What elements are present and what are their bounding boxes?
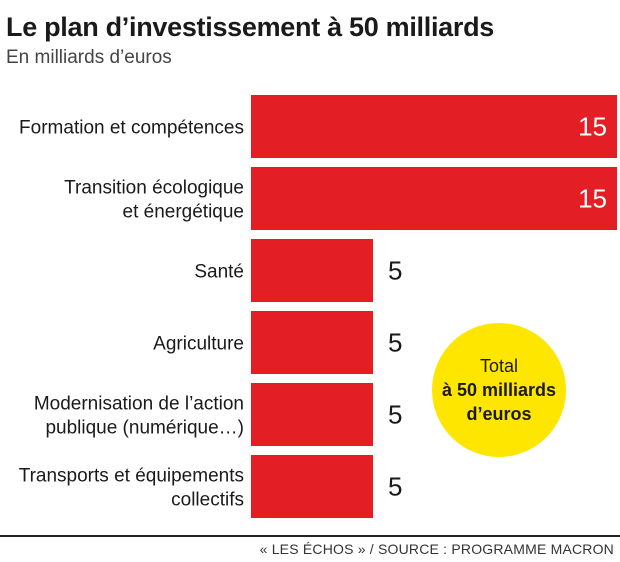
category-label-6: Transports et équipements collectifs [19, 466, 244, 511]
value-label-1: 15 [578, 112, 607, 142]
footer-rule [0, 535, 620, 537]
bar-4 [251, 311, 373, 374]
category-label-5: Modernisation de l’action publique (numér… [34, 394, 244, 439]
value-label-4: 5 [388, 328, 402, 358]
total-bubble: Total à 50 milliards d’euros [432, 323, 566, 457]
value-label-6: 5 [388, 472, 402, 502]
value-label-2: 15 [578, 184, 607, 214]
chart-subtitle: En milliards d’euros [6, 47, 172, 68]
total-line-3: d’euros [466, 404, 532, 424]
chart-title: Le plan d’investissement à 50 milliards [6, 12, 494, 42]
total-line-2: à 50 milliards [441, 380, 557, 400]
total-line-1: Total [479, 356, 519, 376]
value-label-5: 5 [388, 400, 402, 430]
category-label-3: Santé [194, 262, 244, 283]
bar-3 [251, 239, 373, 302]
bar-6 [251, 455, 373, 518]
category-label-4: Agriculture [153, 334, 244, 355]
category-label-2: Transition écologique et énergétique [64, 178, 244, 223]
value-label-3: 5 [388, 256, 402, 286]
source-credit: « LES ÉCHOS » / SOURCE : PROGRAMME MACRO… [259, 541, 614, 557]
bar-2 [251, 167, 617, 230]
bar-1 [251, 95, 617, 158]
bar-5 [251, 383, 373, 446]
category-label-1: Formation et compétences [19, 118, 244, 139]
